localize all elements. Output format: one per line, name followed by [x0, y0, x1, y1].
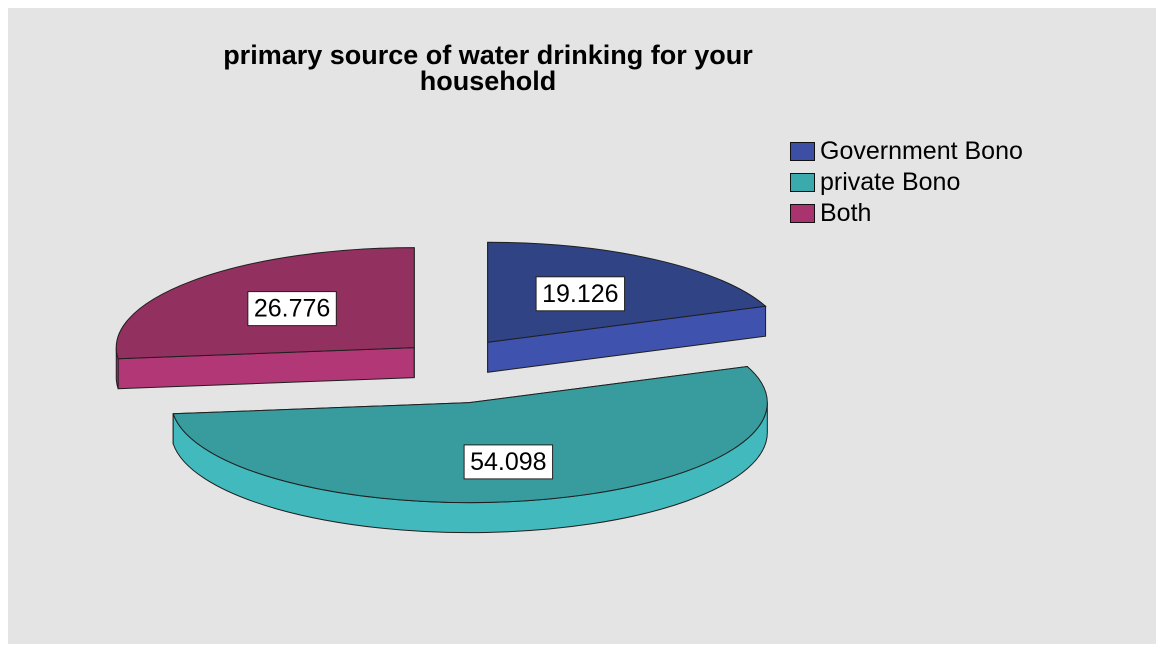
- pie-slice-government-bono: [487, 241, 767, 373]
- pie-slice-private-bono: [172, 365, 768, 534]
- data-label-text-government-bono: 19.126: [542, 280, 618, 308]
- data-label-box-government-bono: [535, 276, 626, 312]
- legend-item-government-bono: Government Bono: [790, 136, 1023, 167]
- legend-item-private-bono: private Bono: [790, 167, 1023, 198]
- chart-title-line-1: primary source of water drinking for you…: [223, 40, 753, 70]
- data-label-private-bono: 54.098: [463, 444, 554, 480]
- legend-label-private-bono: private Bono: [820, 168, 961, 196]
- legend-label-government-bono: Government Bono: [820, 137, 1023, 165]
- legend-swatch-government-bono: [790, 142, 815, 161]
- pie-slice-top-private-bono: [172, 366, 768, 504]
- data-label-both: 26.776: [247, 291, 337, 327]
- data-label-box-both: [247, 291, 337, 327]
- data-label-box-private-bono: [463, 444, 554, 480]
- pie-slice-top-government-bono: [487, 241, 767, 343]
- data-label-government-bono: 19.126: [535, 276, 626, 312]
- legend-swatch-private-bono: [790, 173, 815, 192]
- chart-title-line-2: household: [419, 66, 557, 96]
- legend-swatch-both: [790, 204, 815, 223]
- chart-frame: primary source of water drinking for you…: [8, 8, 1156, 644]
- legend-label-both: Both: [820, 199, 872, 227]
- chart-title: primary source of water drinking for you…: [28, 40, 948, 96]
- legend-item-both: Both: [790, 198, 1023, 229]
- data-label-text-both: 26.776: [254, 295, 330, 323]
- chart-legend: Government Bono private Bono Both: [790, 136, 1023, 229]
- data-label-text-private-bono: 54.098: [470, 448, 546, 476]
- pie-chart: 19.126 26.776 54.098: [115, 241, 768, 534]
